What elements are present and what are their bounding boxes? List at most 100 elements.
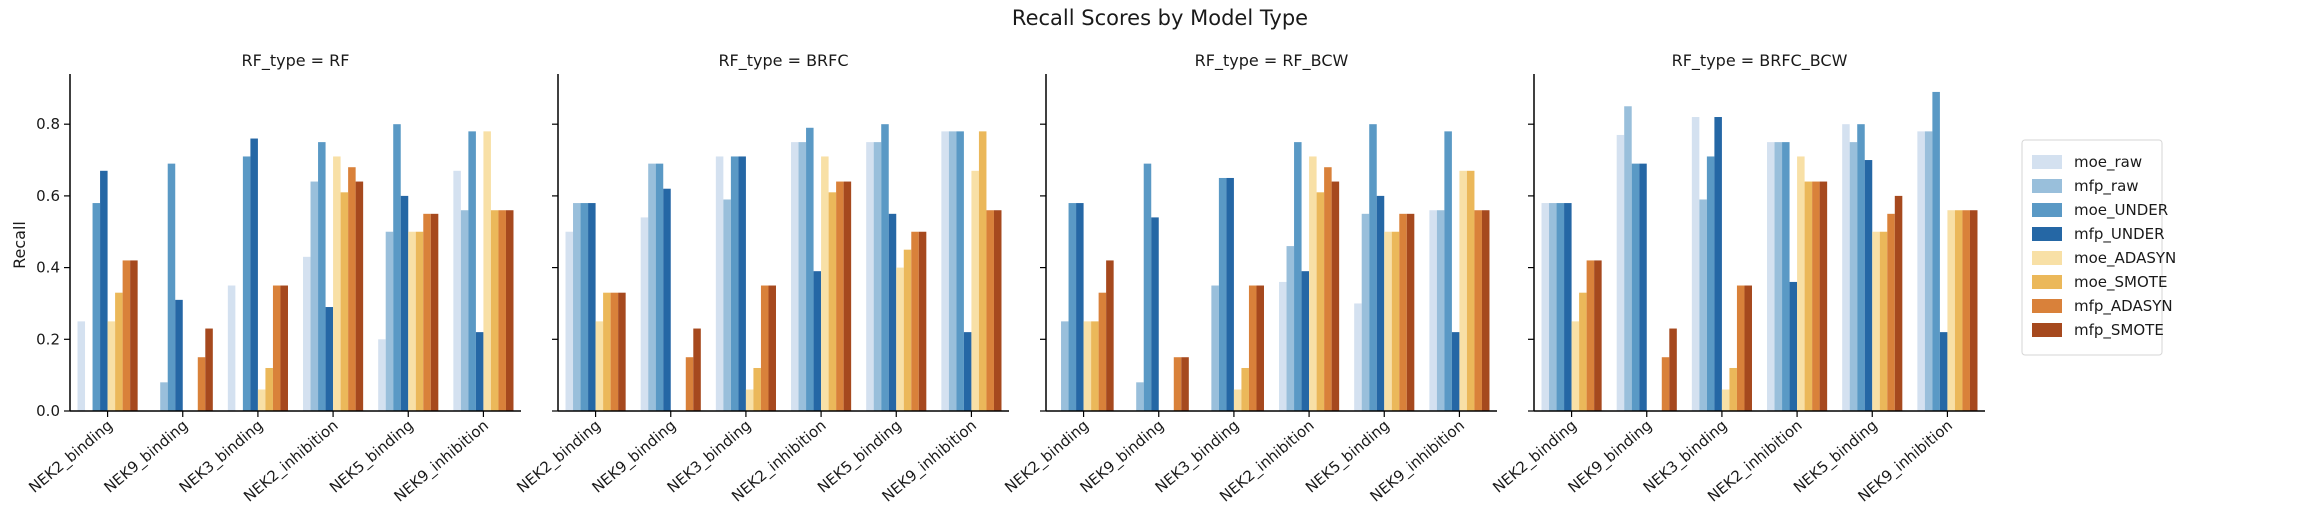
bar <box>303 256 311 411</box>
bar <box>1729 367 1737 411</box>
bar <box>1226 177 1234 411</box>
bar <box>1924 131 1933 412</box>
bar <box>1819 181 1828 411</box>
bar <box>1669 328 1677 411</box>
bar <box>1091 321 1099 411</box>
bar <box>956 131 964 412</box>
bar <box>333 156 341 411</box>
bar <box>1076 203 1084 411</box>
bar <box>1579 292 1587 411</box>
bar <box>1691 117 1700 412</box>
bar <box>1887 213 1895 411</box>
bar <box>1594 260 1602 411</box>
chart-panel: RF_type = BRFCNEK2_bindingNEK9_bindingNE… <box>513 51 1009 506</box>
bar <box>760 285 769 411</box>
chart-panel: RF_type = RF_BCWNEK2_bindingNEK9_binding… <box>1001 51 1497 506</box>
bar <box>490 210 499 411</box>
bar <box>1564 203 1572 411</box>
bar <box>498 210 506 411</box>
bar <box>1301 271 1310 411</box>
y-axis-label: Recall <box>10 221 29 269</box>
chart-panel: RF_type = BRFC_BCWNEK2_bindingNEK9_bindi… <box>1489 51 1985 506</box>
bar <box>1481 210 1490 411</box>
bar <box>993 210 1002 411</box>
bar <box>1436 210 1445 411</box>
bar <box>1872 231 1880 411</box>
bar <box>918 231 927 411</box>
bar <box>1744 285 1752 411</box>
bar <box>603 292 611 411</box>
bar <box>175 299 183 411</box>
legend-swatch <box>2032 155 2062 169</box>
bar <box>1939 332 1948 411</box>
legend-swatch <box>2032 227 2062 241</box>
bar <box>1309 156 1317 411</box>
bar <box>693 328 701 411</box>
bar <box>1444 131 1452 412</box>
bar <box>1106 260 1114 411</box>
bar <box>1616 134 1625 411</box>
bar <box>1406 213 1415 411</box>
bar <box>753 367 761 411</box>
bar <box>873 142 882 411</box>
bar <box>648 163 656 411</box>
bar <box>1864 160 1873 411</box>
legend-swatch <box>2032 251 2062 265</box>
bar <box>400 195 409 411</box>
bar <box>1384 231 1392 411</box>
bar <box>1248 285 1257 411</box>
bar <box>122 260 131 411</box>
bar <box>483 131 491 412</box>
bar <box>618 292 626 411</box>
bar <box>836 181 844 411</box>
bar <box>843 181 852 411</box>
bar <box>385 231 394 411</box>
bar <box>1218 177 1227 411</box>
y-tick-label: 0.2 <box>36 330 60 348</box>
bar <box>588 203 596 411</box>
bar <box>1947 210 1955 411</box>
y-tick-label: 0.0 <box>36 402 60 420</box>
panel-title: RF_type = BRFC <box>718 51 848 71</box>
bar <box>1842 124 1850 411</box>
legend-label: moe_ADASYN <box>2074 249 2176 268</box>
bar <box>378 339 386 411</box>
bar <box>745 389 754 411</box>
bar <box>821 156 829 411</box>
panel-title: RF_type = RF <box>242 51 350 71</box>
bar <box>1173 357 1182 411</box>
bar <box>1474 210 1482 411</box>
chart-panel: RF_type = RF0.00.20.40.60.8NEK2_bindingN… <box>25 51 521 506</box>
bar <box>963 332 972 411</box>
bar <box>738 156 746 411</box>
bar <box>1624 106 1632 412</box>
bar <box>1804 181 1813 411</box>
bar <box>663 188 671 411</box>
bar <box>100 170 108 411</box>
bar <box>160 382 168 411</box>
bar <box>806 127 814 411</box>
bar <box>348 167 356 411</box>
bar <box>1331 181 1340 411</box>
bar <box>1714 117 1722 412</box>
bar <box>573 203 581 411</box>
bar <box>1316 192 1325 411</box>
y-tick-label: 0.4 <box>36 259 60 277</box>
bar <box>1233 389 1242 411</box>
legend-label: mfp_ADASYN <box>2074 297 2173 316</box>
bar <box>768 285 776 411</box>
bar <box>77 321 86 411</box>
bar <box>1631 163 1640 411</box>
bar <box>408 231 416 411</box>
bar <box>272 285 281 411</box>
bar <box>205 328 213 411</box>
bar <box>468 131 476 412</box>
bar <box>310 181 319 411</box>
bar <box>1068 203 1077 411</box>
chart-panels: RF_type = RF0.00.20.40.60.8NEK2_bindingN… <box>25 51 1985 506</box>
bar <box>430 213 439 411</box>
bar <box>1789 281 1798 411</box>
bar <box>1879 231 1888 411</box>
bar <box>1354 303 1362 411</box>
bar <box>460 210 469 411</box>
